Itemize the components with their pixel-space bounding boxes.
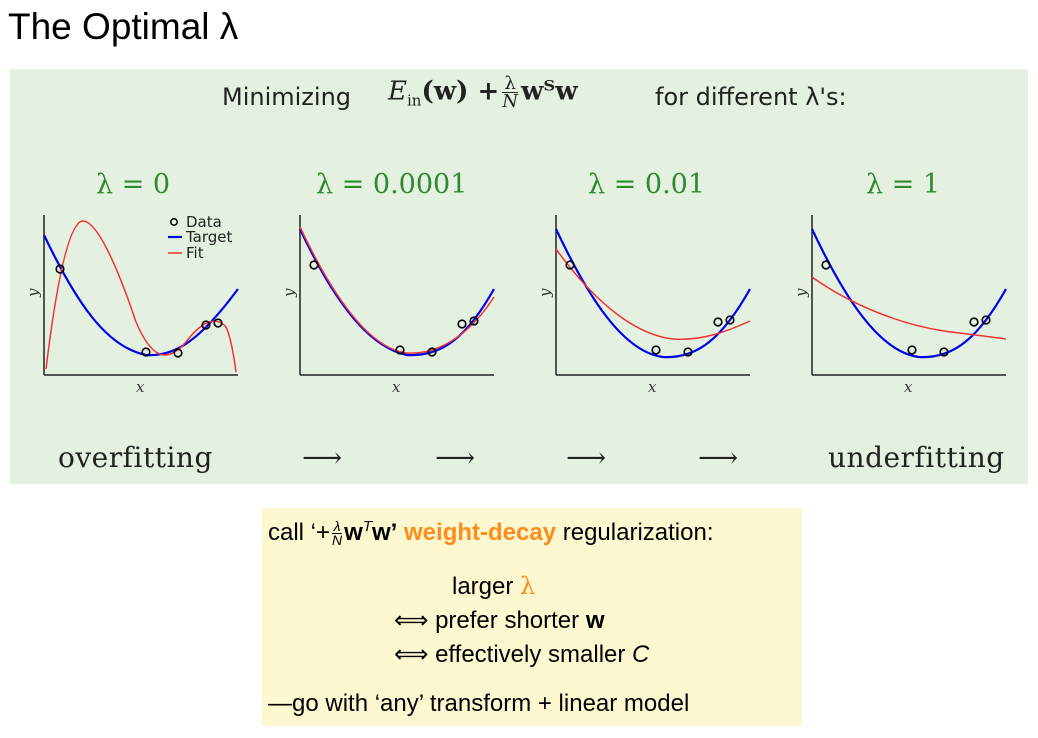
fit-curve — [555, 248, 751, 341]
x-axis-label: x — [648, 378, 657, 396]
summary-T: T — [362, 518, 372, 535]
prefer-text: prefer shorter — [435, 607, 580, 634]
frac-num: λ — [502, 75, 519, 93]
summary-line-5: —go with ‘any’ transform + linear model — [268, 690, 690, 717]
lambda-label-1: λ = 0 — [96, 169, 171, 200]
summary-frac-num: λ — [332, 518, 343, 535]
summary-line-4: ⟺ effectively smaller C — [394, 640, 649, 669]
call-suffix: regularization: — [562, 519, 714, 546]
y-axis-label: y — [794, 288, 810, 298]
summary-w2: w’ — [372, 519, 398, 546]
iff-symbol-1: ⟺ — [394, 607, 429, 634]
target-curve — [811, 228, 1007, 359]
formula-w: (w) + — [421, 76, 500, 107]
x-axis-label: x — [904, 378, 913, 396]
plot-lambda-1: y x — [794, 215, 1007, 396]
data-point — [651, 345, 661, 355]
fit-curve — [45, 220, 237, 373]
formula-E: E — [388, 76, 407, 107]
larger-text: larger — [452, 573, 514, 600]
header-prefix: Minimizing — [222, 83, 352, 111]
smaller-text: effectively smaller — [435, 641, 626, 668]
data-point — [141, 347, 151, 357]
data-point — [683, 347, 693, 357]
target-curve — [43, 234, 239, 357]
frac-den: N — [502, 91, 519, 112]
legend-data: Data — [186, 213, 222, 231]
legend-data-marker — [170, 218, 178, 226]
y-axis-label: y — [26, 288, 42, 298]
data-point — [713, 317, 723, 327]
summary-w: w — [344, 519, 363, 546]
x-axis-label: x — [392, 378, 401, 396]
summary-line-2: larger λ — [452, 572, 535, 601]
arrow-3: ⟶ — [566, 441, 607, 474]
target-curve — [555, 228, 751, 359]
lambda-label-4: λ = 1 — [866, 169, 941, 200]
data-point — [939, 347, 949, 357]
data-point — [821, 260, 831, 270]
data-point — [213, 318, 223, 328]
data-point — [201, 320, 211, 330]
data-point — [427, 347, 437, 357]
y-axis-label: y — [538, 288, 554, 298]
plot-lambda-0: y x Data Target Fit — [26, 213, 239, 396]
x-axis-label: x — [136, 378, 145, 396]
fit-curve — [299, 226, 495, 354]
data-point — [725, 315, 735, 325]
summary-frac-den: N — [332, 532, 343, 549]
data-point — [55, 264, 65, 274]
formula-sub: in — [406, 91, 422, 110]
header-suffix: for different λ's: — [655, 83, 847, 111]
data-point — [565, 260, 575, 270]
overfitting-label: overfitting — [58, 441, 213, 474]
arrow-1: ⟶ — [302, 441, 343, 474]
underfitting-label: underfitting — [828, 441, 1005, 474]
smaller-C: C — [632, 641, 650, 668]
y-axis-label: y — [282, 288, 298, 298]
data-point — [981, 315, 991, 325]
legend-fit: Fit — [186, 244, 204, 262]
data-point — [173, 348, 183, 358]
data-point — [907, 345, 917, 355]
call-prefix: call ‘+ — [268, 519, 331, 546]
legend-target: Target — [185, 228, 233, 246]
lambda-label-3: λ = 0.01 — [588, 169, 706, 200]
data-point — [969, 317, 979, 327]
prefer-w: w — [585, 607, 605, 634]
weight-decay-highlight: weight-decay — [404, 519, 557, 546]
data-point — [395, 345, 405, 355]
target-curve — [299, 228, 495, 357]
plot-lambda-0.01: y x — [538, 215, 751, 396]
formula-tail: wᵀw — [521, 76, 578, 107]
plot-lambda-0.0001: y x — [282, 215, 495, 396]
fit-curve — [811, 276, 1007, 340]
arrow-2: ⟶ — [435, 441, 476, 474]
lambda-label-2: λ = 0.0001 — [316, 169, 468, 200]
arrow-4: ⟶ — [698, 441, 739, 474]
data-point — [457, 319, 467, 329]
larger-lambda: λ — [520, 572, 536, 600]
data-point — [469, 316, 479, 326]
data-point — [309, 260, 319, 270]
iff-symbol-2: ⟺ — [394, 641, 429, 668]
slide-title: The Optimal λ — [8, 6, 239, 47]
summary-line-3: ⟺ prefer shorter w — [394, 606, 604, 635]
